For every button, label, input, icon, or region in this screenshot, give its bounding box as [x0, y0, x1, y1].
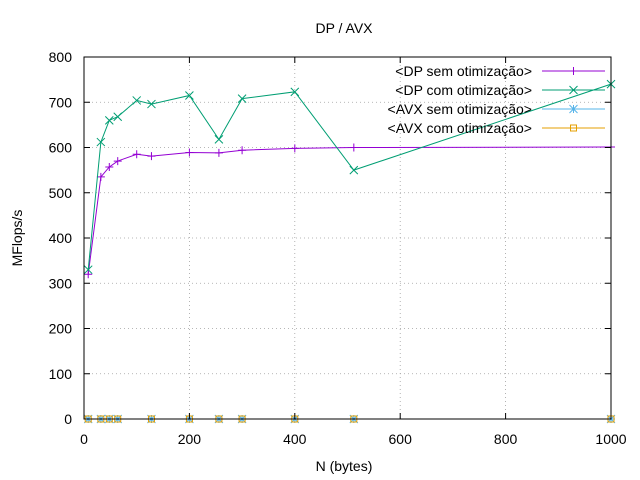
legend-label: <DP sem otimização> [395, 63, 532, 79]
series-1 [84, 143, 615, 279]
y-tick-label: 800 [49, 49, 73, 65]
series-layer [83, 79, 616, 424]
data-point [132, 150, 141, 159]
data-point [290, 87, 300, 97]
y-tick-label: 200 [49, 321, 73, 337]
legend-label: <DP com otimização> [395, 82, 532, 98]
data-point [96, 137, 106, 147]
axis-ticks: 0 100 200 300 400 500 600 700 800 0 200 400 600 800 10… [49, 49, 627, 447]
data-point [147, 99, 156, 109]
x-tick-label: 400 [283, 431, 307, 447]
y-tick-label: 0 [64, 411, 72, 427]
data-point [104, 115, 114, 125]
x-tick-label: 200 [178, 431, 202, 447]
legend-entry: <AVX sem otimização> [388, 101, 605, 117]
data-point [214, 135, 224, 144]
legend-label: <AVX com otimização> [388, 120, 532, 136]
series-2 [83, 79, 616, 275]
x-tick-label: 1000 [595, 431, 626, 447]
y-tick-label: 100 [49, 366, 73, 382]
data-point [238, 146, 247, 155]
data-point [132, 96, 142, 105]
legend-entry: <DP sem otimização> [395, 63, 605, 79]
y-tick-label: 400 [49, 230, 73, 246]
legend: <DP sem otimização> <DP com otimização> <A… [388, 63, 605, 136]
legend-marker [569, 67, 578, 75]
y-tick-label: 600 [49, 140, 73, 156]
data-point [349, 165, 359, 175]
data-point [214, 148, 223, 157]
data-point [113, 112, 123, 122]
legend-marker [570, 124, 577, 132]
y-axis-label: MFlops/s [9, 210, 25, 267]
data-point [185, 148, 194, 157]
data-point [185, 91, 194, 100]
data-point [96, 172, 105, 181]
data-point [290, 144, 299, 153]
data-point [349, 143, 358, 152]
y-tick-label: 300 [49, 275, 73, 291]
data-point [147, 152, 156, 161]
chart-title: DP / AVX [315, 20, 373, 36]
data-point [84, 270, 93, 279]
legend-marker [569, 104, 578, 114]
x-tick-label: 800 [494, 431, 518, 447]
legend-entry: <AVX com otimização> [388, 120, 605, 136]
y-tick-label: 700 [49, 94, 73, 110]
x-axis-label: N (bytes) [316, 458, 373, 474]
x-tick-label: 600 [389, 431, 413, 447]
series-line [87, 83, 612, 270]
y-tick-label: 500 [49, 185, 73, 201]
data-point [237, 94, 247, 103]
legend-label: <AVX sem otimização> [388, 101, 532, 117]
series-line [87, 146, 612, 275]
legend-entry: <DP com otimização> [395, 82, 605, 98]
data-point [113, 157, 122, 166]
x-tick-label: 0 [80, 431, 88, 447]
data-point [105, 162, 114, 171]
legend-marker [569, 85, 578, 95]
data-point [83, 265, 93, 275]
